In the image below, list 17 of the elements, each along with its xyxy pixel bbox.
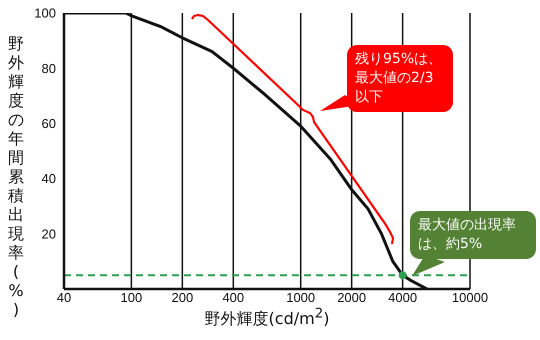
y-tick-label: 40 (42, 171, 56, 186)
text: 野外輝度の年間累積出現率(%) (8, 34, 24, 319)
y-tick-label: 80 (42, 60, 56, 76)
x-tick-label: 1000 (286, 290, 316, 306)
annotation: 最大値の出現率は、約5% (418, 217, 516, 252)
x-axis-title: 野外輝度(cd/m$^{2}$) (204, 307, 330, 328)
x-tick-label: 100 (120, 290, 142, 306)
x-tick-label: 2000 (337, 290, 366, 306)
annotation: 残り95%は、最大値の2/3以下 (355, 51, 442, 105)
x-tick-label: 4000 (388, 290, 418, 306)
y-tick-label: 100 (34, 6, 56, 21)
x-tick-label: 10000 (452, 290, 488, 306)
x-tick-label: 40 (56, 290, 72, 306)
x-tick-label: 200 (171, 290, 194, 306)
x-tick-label: 400 (222, 290, 244, 306)
y-tick-label: 20 (42, 226, 56, 242)
y-tick-label: 60 (42, 116, 56, 132)
